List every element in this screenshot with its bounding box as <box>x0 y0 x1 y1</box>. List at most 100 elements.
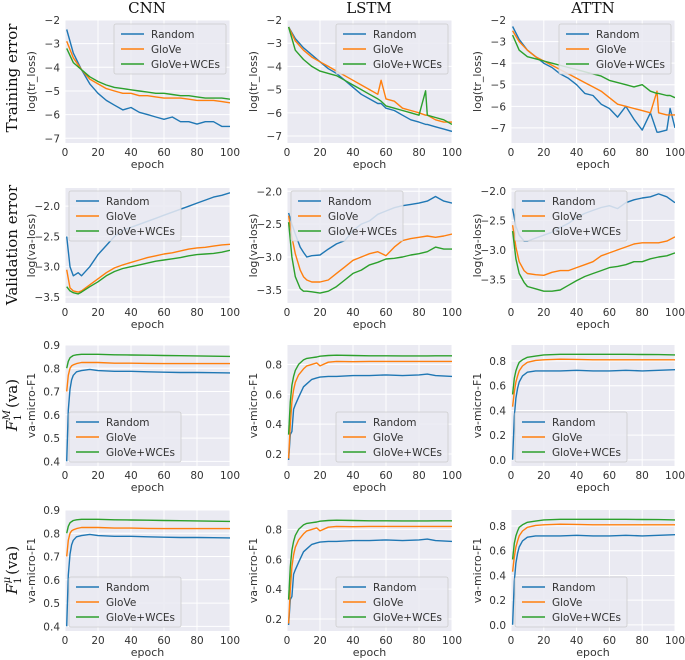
series-line-glove-wces <box>511 34 675 99</box>
legend: Random GloVe GloVe+WCEs <box>335 576 449 628</box>
x-tick-label: 0 <box>508 307 515 319</box>
y-tick-label: −5 <box>267 85 282 97</box>
x-axis-label: epoch <box>353 481 387 494</box>
x-tick-label: 80 <box>190 635 203 647</box>
series-line-glove <box>66 526 230 557</box>
x-tick-label: 40 <box>570 470 583 482</box>
x-tick-label: 20 <box>91 147 104 159</box>
x-tick-label: 40 <box>346 635 359 647</box>
series-line-random <box>511 534 675 625</box>
x-tick-label: 20 <box>537 635 550 647</box>
y-axis-label: va-micro-F1 <box>25 538 38 604</box>
x-tick-label: 60 <box>157 307 170 319</box>
series-line-glove-wces <box>66 48 230 100</box>
legend-label-glove-wces: GloVe+WCEs <box>106 447 175 459</box>
legend-label-glove: GloVe <box>328 211 358 223</box>
y-tick-label: 0.4 <box>265 584 282 596</box>
series-line-random <box>511 26 675 133</box>
row-label-f1-micro: F1μ (va) <box>2 546 24 595</box>
legend-box <box>68 576 182 628</box>
chart-panel-r2-c1: 0 20 40 60 80 100 0.2 0.4 0.6 0.8 epoch va-micro-F1… <box>247 345 462 494</box>
y-axis-label: log(va-loss) <box>25 214 38 278</box>
y-tick-label: −3 <box>267 38 282 50</box>
legend-label-glove: GloVe <box>373 44 403 56</box>
legend: Random GloVe GloVe+WCEs <box>335 23 449 75</box>
series-line-glove <box>511 523 675 572</box>
y-tick-label: 0.6 <box>43 575 60 587</box>
legend-label-glove: GloVe <box>596 44 626 56</box>
y-tick-label: 0.6 <box>489 546 506 558</box>
x-tick-label: 20 <box>313 470 326 482</box>
legend-box <box>558 23 672 75</box>
x-tick-label: 20 <box>537 307 550 319</box>
legend-label-glove: GloVe <box>373 597 403 609</box>
series-line-glove-wces <box>66 353 230 369</box>
legend-label-random: Random <box>552 582 595 594</box>
x-tick-label: 60 <box>157 470 170 482</box>
legend-label-random: Random <box>596 29 639 41</box>
legend: Random GloVe GloVe+WCEs <box>113 23 227 75</box>
chart-panel-r3-c0: 0 20 40 60 80 100 0.4 0.5 0.6 0.7 0.8 0.9 epoch va-mi… <box>25 505 240 659</box>
legend-label-glove: GloVe <box>552 211 582 223</box>
y-tick-label: −2.5 <box>481 215 507 227</box>
legend-box <box>113 23 227 75</box>
chart-panel-r0-c1: 0 20 40 60 80 100 −7 −6 −5 −4 −3 −2 epoch log(tr_loss… <box>247 15 462 171</box>
legend-label-random: Random <box>106 196 149 208</box>
y-tick-label: 0.5 <box>43 598 60 610</box>
series-line-random <box>287 538 452 626</box>
column-titles: CNN LSTM ATTN <box>128 0 615 17</box>
legend-box <box>290 190 404 242</box>
y-tick-label: 0.6 <box>489 381 506 393</box>
x-tick-label: 100 <box>665 635 685 647</box>
y-tick-label: 0.5 <box>43 433 60 445</box>
y-tick-label: 0.8 <box>489 356 506 368</box>
y-tick-label: −3 <box>45 39 60 51</box>
column-title-attn: ATTN <box>570 0 614 17</box>
legend-label-glove: GloVe <box>552 597 582 609</box>
row-label-f1-macro-text: F1M(va) <box>2 379 24 432</box>
chart-panel-r3-c1: 0 20 40 60 80 100 0.2 0.4 0.6 0.8 epoch va-micro-F1… <box>247 510 462 659</box>
x-tick-label: 20 <box>313 147 326 159</box>
legend-label-random: Random <box>552 196 595 208</box>
x-tick-label: 80 <box>190 307 203 319</box>
y-tick-label: 0.4 <box>265 419 282 431</box>
x-tick-label: 40 <box>124 147 137 159</box>
x-tick-label: 0 <box>62 147 69 159</box>
x-tick-label: 100 <box>442 470 462 482</box>
f-symbol: F <box>3 583 21 595</box>
series-line-random <box>66 533 230 627</box>
x-tick-label: 60 <box>379 635 392 647</box>
legend-label-random: Random <box>106 417 149 429</box>
series-line-glove-wces <box>511 518 675 560</box>
chart-panel-r1-c0: 0 20 40 60 80 100 −3.5 −3.0 −2.5 −2.0 epoch log(va-… <box>25 188 240 331</box>
legend-label-random: Random <box>373 582 416 594</box>
y-tick-label: −6 <box>45 110 61 122</box>
y-axis-label: log(va-loss) <box>247 214 260 278</box>
y-tick-label: 0.7 <box>43 387 60 399</box>
y-tick-label: −2 <box>491 15 506 27</box>
superscript: M <box>2 409 13 421</box>
legend-label-random: Random <box>106 582 149 594</box>
y-tick-label: 0.0 <box>489 620 506 632</box>
x-tick-label: 40 <box>346 470 359 482</box>
legend-label-random: Random <box>373 417 416 429</box>
x-tick-label: 80 <box>412 635 425 647</box>
x-tick-label: 40 <box>346 307 359 319</box>
column-title-lstm: LSTM <box>346 0 392 17</box>
y-tick-label: 0.8 <box>265 524 282 536</box>
legend: Random GloVe GloVe+WCEs <box>290 190 404 242</box>
x-tick-label: 0 <box>284 470 291 482</box>
legend-box <box>335 23 449 75</box>
y-tick-label: 0.8 <box>265 359 282 371</box>
x-tick-label: 80 <box>636 147 649 159</box>
y-tick-label: 0.9 <box>43 505 60 517</box>
x-tick-label: 100 <box>665 147 685 159</box>
y-axis-label: log(tr_loss) <box>25 51 38 112</box>
x-tick-label: 40 <box>346 147 359 159</box>
series-line-glove-wces <box>287 354 452 435</box>
legend-label-glove-wces: GloVe+WCEs <box>552 226 621 238</box>
series-line-random <box>66 29 230 128</box>
chart-panel-r3-c2: 0 20 40 60 80 100 0.0 0.2 0.4 0.6 0.8 epoch va-micro… <box>471 510 685 659</box>
x-tick-label: 0 <box>508 470 515 482</box>
series-line-glove <box>511 358 675 407</box>
